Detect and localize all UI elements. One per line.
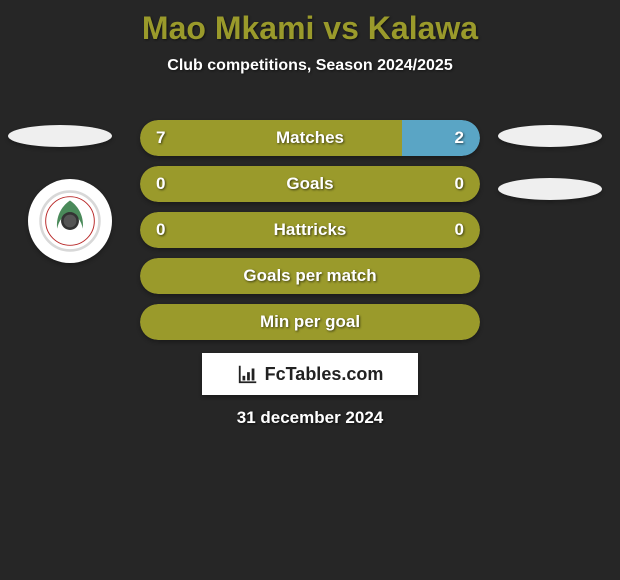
stat-label: Hattricks bbox=[140, 212, 480, 248]
right-player-placeholder-2 bbox=[498, 178, 602, 200]
stat-row: 00Hattricks bbox=[140, 212, 480, 248]
right-player-placeholder-1 bbox=[498, 125, 602, 147]
stat-label: Goals bbox=[140, 166, 480, 202]
stat-row: Goals per match bbox=[140, 258, 480, 294]
stat-row: 00Goals bbox=[140, 166, 480, 202]
stat-label: Goals per match bbox=[140, 258, 480, 294]
page-title: Mao Mkami vs Kalawa bbox=[0, 0, 620, 47]
left-player-placeholder bbox=[8, 125, 112, 147]
stat-label: Min per goal bbox=[140, 304, 480, 340]
brand-label: FcTables.com bbox=[265, 364, 384, 385]
stat-label: Matches bbox=[140, 120, 480, 156]
brand-box[interactable]: FcTables.com bbox=[202, 353, 418, 395]
club-badge-icon bbox=[38, 189, 102, 253]
club-badge bbox=[28, 179, 112, 263]
date-label: 31 december 2024 bbox=[0, 408, 620, 428]
stat-row: Min per goal bbox=[140, 304, 480, 340]
subtitle: Club competitions, Season 2024/2025 bbox=[0, 57, 620, 75]
chart-icon bbox=[237, 363, 259, 385]
stat-row: 72Matches bbox=[140, 120, 480, 156]
stats-comparison-area: 72Matches 00Goals 00Hattricks Goals per mat… bbox=[140, 120, 480, 350]
